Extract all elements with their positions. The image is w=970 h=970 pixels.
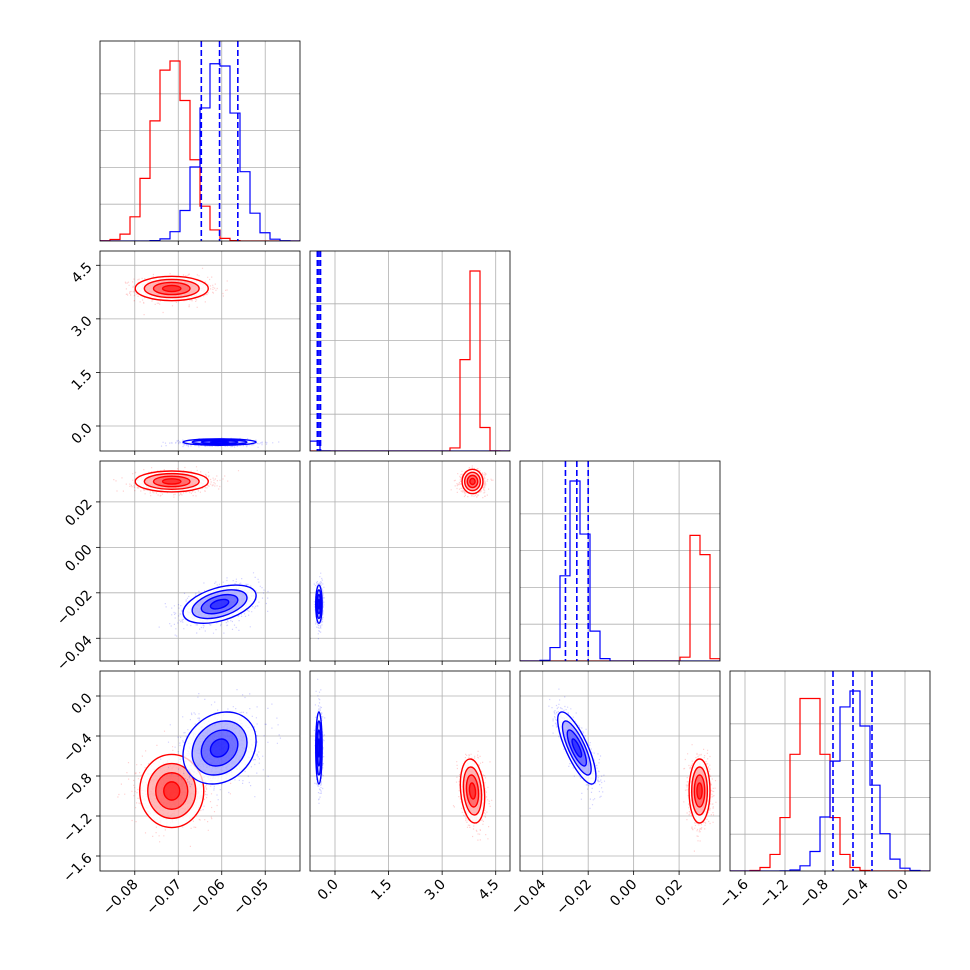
contour-red-1-0-3 — [161, 284, 182, 293]
panel-0-0 — [100, 41, 300, 241]
y-tick-label-1-3: 4.5 — [69, 260, 96, 287]
histogram-blue-0 — [100, 63, 300, 241]
x-tick-label-1-2: 3.0 — [422, 877, 449, 904]
panel-frame-1-0 — [99, 250, 301, 452]
y-tick-label-3-3: −0.4 — [60, 730, 95, 765]
x-tick-label-3-4: 0.0 — [885, 877, 912, 904]
x-tick-label-0-2: −0.06 — [187, 876, 229, 918]
y-tick-label-3-4: 0.0 — [69, 690, 96, 717]
x-tick-label-3-1: −1.2 — [756, 877, 791, 912]
x-tick-label-2-2: 0.00 — [607, 877, 640, 910]
x-tick-label-1-0: 0.0 — [315, 877, 342, 904]
panel-frame-2-1 — [309, 460, 511, 662]
panel-3-1 — [310, 671, 510, 871]
contour-blue-2-0-3 — [209, 598, 230, 610]
x-tick-label-2-1: −0.02 — [553, 877, 595, 919]
x-tick-label-2-3: 0.02 — [653, 877, 686, 910]
panel-frame-3-0 — [99, 670, 301, 872]
histogram-blue-2 — [520, 480, 720, 661]
panel-3-0 — [100, 671, 300, 871]
x-tick-label-3-3: −0.4 — [836, 876, 871, 911]
contour-red-3-1-3 — [468, 782, 477, 800]
y-tick-label-3-2: −0.8 — [60, 770, 95, 805]
x-tick-label-0-1: −0.07 — [143, 877, 185, 919]
panel-3-2 — [520, 671, 720, 871]
histogram-red-2 — [520, 534, 720, 661]
y-tick-label-3-1: −1.2 — [60, 810, 95, 845]
y-tick-label-2-1: −0.02 — [54, 587, 96, 629]
panel-2-1 — [310, 461, 510, 661]
contour-blue-3-0-3 — [209, 738, 230, 758]
contour-blue-3-1-3 — [317, 738, 321, 758]
contour-red-2-0-3 — [161, 478, 182, 485]
panel-frame-3-1 — [309, 670, 511, 872]
contour-red-3-0-3 — [163, 781, 181, 801]
histogram-blue-3 — [730, 690, 930, 871]
y-tick-label-2-0: −0.04 — [54, 633, 96, 675]
panel-frame-2-2 — [519, 460, 721, 662]
panel-2-2 — [520, 461, 720, 661]
x-tick-label-0-0: −0.08 — [100, 877, 142, 919]
x-tick-label-3-2: −0.8 — [796, 877, 831, 912]
contour-blue-1-0-3 — [209, 440, 230, 444]
x-tick-label-1-3: 4.5 — [475, 877, 502, 904]
panel-1-0 — [100, 251, 300, 451]
panel-frame-3-3 — [729, 670, 931, 872]
panel-3-3 — [730, 671, 930, 871]
histogram-red-1 — [310, 270, 510, 451]
y-tick-label-2-3: 0.02 — [62, 496, 95, 529]
histogram-blue-1 — [310, 440, 510, 451]
x-tick-label-1-1: 1.5 — [368, 877, 395, 904]
x-tick-label-2-0: −0.04 — [508, 876, 550, 918]
contour-red-3-2-3 — [696, 782, 703, 800]
contour-blue-2-1-3 — [317, 598, 321, 610]
y-tick-label-1-2: 3.0 — [69, 313, 96, 340]
panel-2-0 — [100, 461, 300, 661]
contour-red-2-1-3 — [469, 477, 476, 486]
y-tick-label-3-0: −1.6 — [60, 850, 95, 885]
panel-frame-0-0 — [99, 40, 301, 242]
panel-frame-2-0 — [99, 460, 301, 662]
panel-frame-3-2 — [519, 670, 721, 872]
y-tick-label-1-0: 0.0 — [69, 420, 96, 447]
y-tick-label-1-1: 1.5 — [69, 367, 96, 394]
contour-blue-3-2-3 — [571, 738, 583, 758]
y-tick-label-2-2: 0.00 — [62, 542, 95, 575]
x-tick-label-0-3: −0.05 — [230, 877, 272, 919]
panel-frame-1-1 — [309, 250, 511, 452]
x-tick-label-3-0: −1.6 — [716, 876, 751, 911]
panel-1-1 — [310, 251, 510, 451]
